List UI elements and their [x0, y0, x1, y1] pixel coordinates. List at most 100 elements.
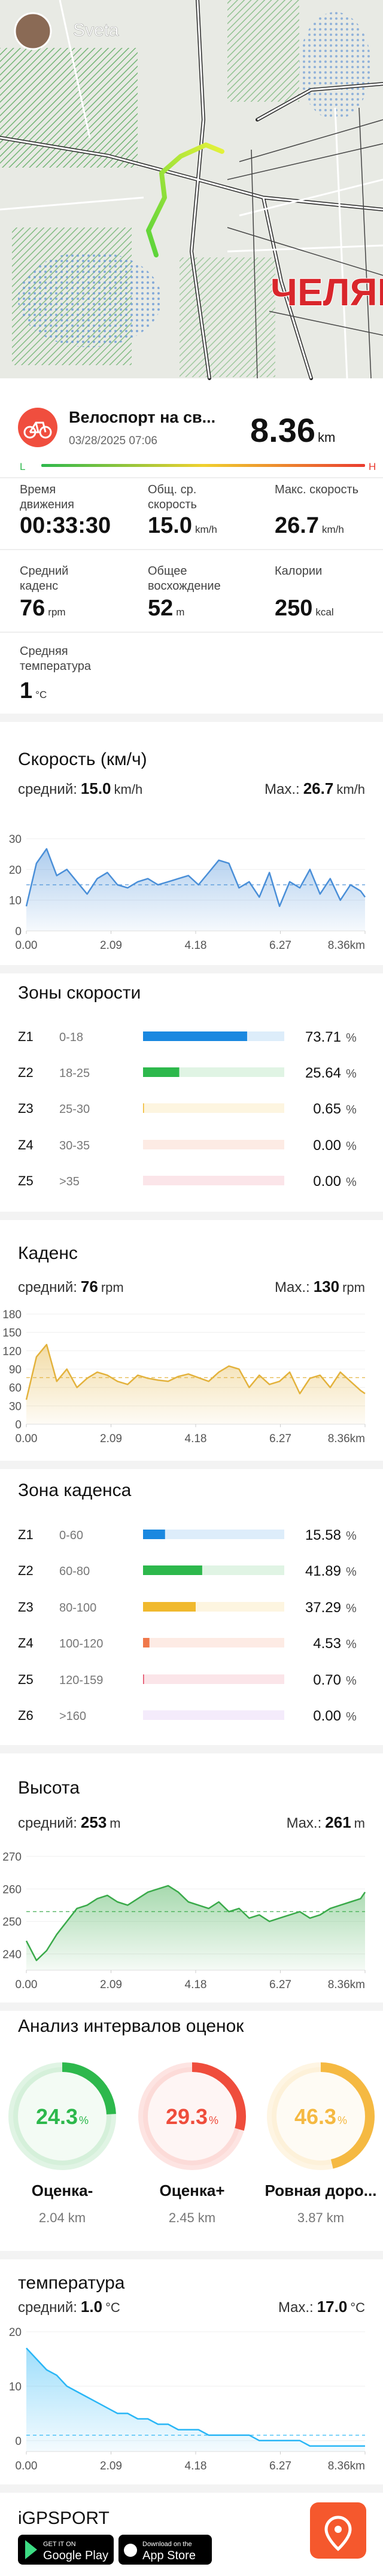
zone-range: 60-80	[59, 1565, 90, 1578]
interval-distance: 2.45 km	[169, 2210, 215, 2225]
zone-bar	[143, 1638, 150, 1647]
avg-stat-part: 1.0	[81, 2298, 102, 2316]
x-tick-label: 4.18	[185, 2460, 207, 2472]
zone-track	[143, 1638, 284, 1647]
x-tick-label: 0.00	[16, 2460, 38, 2472]
stat-value-part: m	[176, 606, 184, 618]
zone-range: 25-30	[59, 1103, 90, 1116]
stat-label: движения	[20, 498, 74, 511]
zone-percent: 0.00	[313, 1708, 341, 1724]
zone-bar	[143, 1031, 247, 1041]
area	[26, 1885, 365, 1970]
zone-name: Z5	[18, 1672, 34, 1687]
ring-value: 46.3%	[294, 2104, 347, 2129]
zone-percent: 15.58	[305, 1527, 341, 1543]
section-title: Высота	[18, 1778, 80, 1798]
percent-sign: %	[346, 1710, 357, 1724]
stat-value: 52 m	[148, 596, 184, 621]
y-tick-label: 30	[9, 1400, 22, 1413]
badge-line: GET IT ON	[43, 2541, 76, 2548]
zone-track	[143, 1530, 284, 1539]
y-tick-label: 0	[15, 926, 22, 938]
stat-label: каденс	[20, 579, 58, 593]
x-tick-label: 2.09	[100, 2460, 122, 2472]
avg-stat-part: km/h	[114, 782, 143, 797]
x-tick-label: 4.18	[185, 1979, 207, 1991]
zone-track	[143, 1674, 284, 1684]
high-label: H	[369, 461, 376, 472]
avg-stat-part: 253	[81, 1813, 107, 1831]
y-tick-label: 270	[2, 1851, 22, 1864]
zone-name: Z2	[18, 1065, 34, 1080]
stat-value: 15.0 km/h	[148, 513, 217, 538]
avg-stat-part: 15.0	[81, 779, 111, 797]
stat-value-part: 76	[20, 596, 45, 621]
percent-sign: %	[346, 1674, 357, 1688]
zone-percent: 37.29	[305, 1600, 341, 1616]
ring-arc	[267, 2062, 375, 2170]
ring-value: 29.3%	[166, 2104, 218, 2129]
x-tick-label: 2.09	[100, 939, 122, 952]
ring-percent: %	[338, 2114, 347, 2126]
percent-sign: %	[346, 1638, 357, 1651]
stat-label: Средняя	[20, 645, 68, 658]
activity-header: Велоспорт на св... 03/28/2025 07:06 8.36…	[0, 408, 383, 633]
zone-track	[143, 1103, 284, 1113]
stat-value-part: rpm	[48, 606, 65, 618]
avg-stat-part: средний:	[18, 1815, 77, 1831]
stat-value: 00:33:30	[20, 513, 111, 538]
zone-percent: 0.00	[313, 1173, 341, 1190]
zone-track	[143, 1140, 284, 1149]
percent-sign: %	[346, 1176, 357, 1189]
badge-line: App Store	[142, 2549, 196, 2562]
stat-label: восхождение	[148, 579, 221, 593]
avg-stat: средний: 15.0 km/h	[18, 779, 142, 797]
avg-stat-part: °C	[105, 2300, 120, 2315]
zone-track	[143, 1176, 284, 1185]
x-tick-label: 0.00	[16, 1433, 38, 1445]
app-store-badge[interactable]	[118, 2535, 212, 2565]
y-tick-label: 260	[2, 1883, 22, 1896]
x-tick-label: 6.27	[269, 939, 291, 952]
zone-percent: 4.53	[313, 1636, 341, 1652]
max-stat-part: m	[354, 1816, 365, 1831]
brand: iGPSPORT	[18, 2508, 110, 2528]
y-tick-label: 180	[2, 1309, 22, 1321]
line	[26, 2347, 365, 2447]
ring-arc	[138, 2062, 246, 2170]
percent-sign: %	[346, 1602, 357, 1615]
x-tick-label: 0.00	[16, 1979, 38, 1991]
section-gap	[0, 2002, 383, 2011]
zone-name: Z1	[18, 1029, 34, 1044]
stat-value: 250 kcal	[275, 596, 334, 621]
section-title: температура	[18, 2273, 125, 2293]
stat-value-part: °C	[35, 689, 47, 700]
avg-stat-part: m	[110, 1816, 120, 1831]
zone-bar	[143, 1674, 144, 1684]
stat-value: 1 °C	[20, 678, 47, 703]
zone-range: 80-100	[59, 1601, 96, 1615]
stat-value-part: kcal	[315, 606, 333, 618]
ring-value: 24.3%	[36, 2104, 89, 2129]
activity-date: 03/28/2025 07:06	[69, 435, 157, 447]
zone-bar	[143, 1103, 144, 1113]
interval-distance: 2.04 km	[39, 2210, 86, 2225]
section-title: Каденс	[18, 1243, 78, 1263]
avg-stat: средний: 253 m	[18, 1813, 121, 1831]
stat-value: 76 rpm	[20, 596, 66, 621]
stat-value-part: km/h	[322, 524, 344, 535]
avg-stat-part: rpm	[101, 1280, 124, 1295]
google-play-badge[interactable]	[18, 2535, 114, 2565]
zone-percent: 41.89	[305, 1563, 341, 1579]
ring-percent: %	[209, 2114, 218, 2126]
x-tick-label: 6.27	[269, 1433, 291, 1445]
stat-label: Время	[20, 483, 56, 496]
x-tick-label: 4.18	[185, 1433, 207, 1445]
zone-name: Z5	[18, 1173, 34, 1188]
avg-stat-part: 76	[81, 1278, 98, 1295]
zone-percent: 73.71	[305, 1029, 341, 1045]
interval-name: Оценка+	[159, 2181, 224, 2199]
zone-name: Z1	[18, 1527, 34, 1542]
avg-stat-part: средний:	[18, 2299, 77, 2316]
